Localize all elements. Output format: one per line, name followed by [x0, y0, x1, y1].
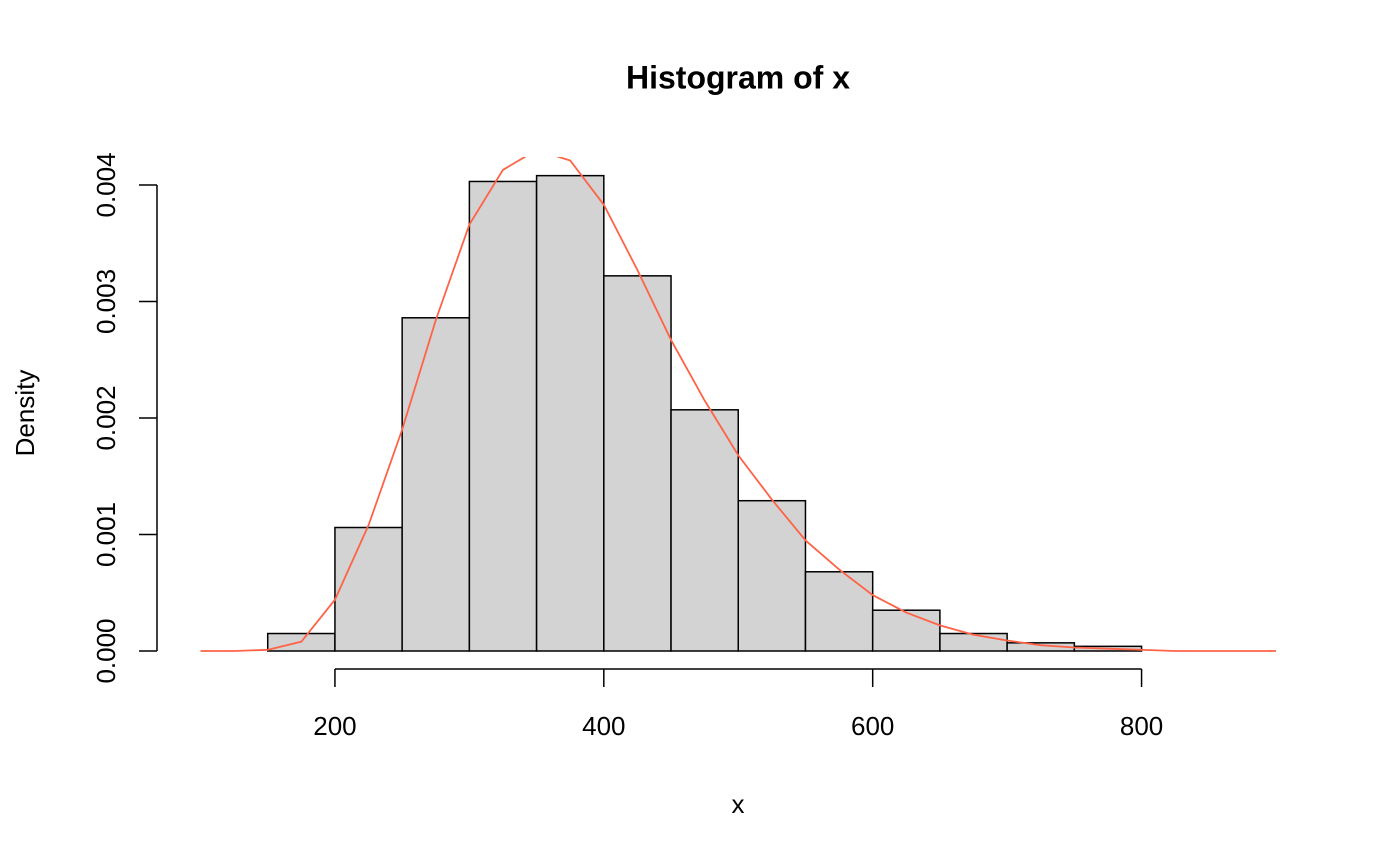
- bar: [871, 609, 941, 652]
- y-tick-label: 0.001: [91, 502, 121, 567]
- bar: [737, 499, 807, 652]
- chart-title: Histogram of x: [626, 59, 850, 95]
- curve-group: [200, 157, 1276, 652]
- y-axis-label: Density: [10, 370, 40, 457]
- bar: [468, 180, 538, 652]
- bar: [603, 275, 672, 652]
- bar: [670, 409, 739, 652]
- y-tick-label: 0.003: [91, 269, 121, 334]
- y-tick-label: 0.004: [91, 152, 121, 217]
- bar: [401, 317, 471, 652]
- bar: [334, 526, 403, 652]
- x-axis-label: x: [732, 789, 745, 819]
- x-tick-label: 600: [851, 711, 894, 741]
- x-tick-label: 400: [582, 711, 625, 741]
- bar: [535, 174, 605, 652]
- y-tick-label: 0.000: [91, 618, 121, 683]
- y-tick-label: 0.002: [91, 385, 121, 450]
- x-tick-label: 800: [1120, 711, 1163, 741]
- bar: [804, 571, 874, 652]
- density-curve: [200, 157, 1276, 652]
- bar: [939, 632, 1008, 652]
- x-tick-label: 200: [313, 711, 356, 741]
